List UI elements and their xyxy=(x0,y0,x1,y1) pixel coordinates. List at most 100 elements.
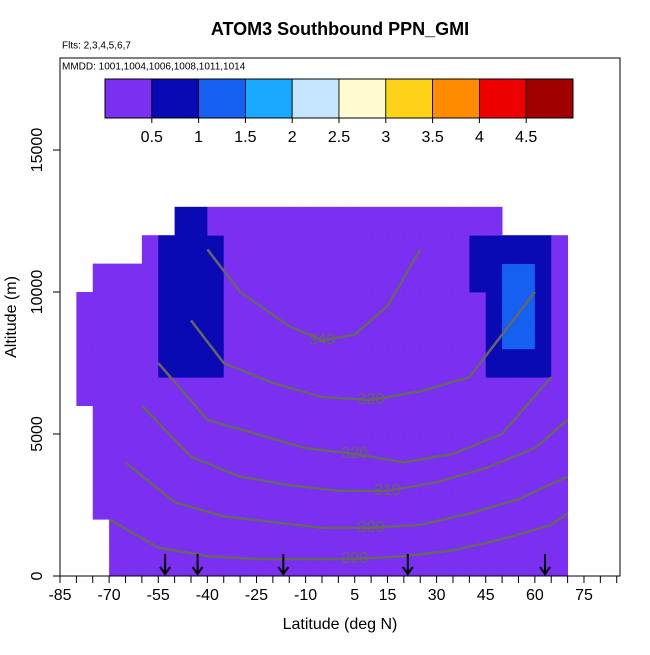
heat-cell xyxy=(321,292,339,321)
heat-cell xyxy=(403,235,421,265)
heat-cell xyxy=(141,490,159,520)
heat-cell xyxy=(125,434,143,463)
heat-cell xyxy=(125,263,143,293)
heat-cell xyxy=(289,405,307,435)
heat-cell xyxy=(354,519,372,549)
heat-cell xyxy=(518,292,536,321)
heat-cell xyxy=(109,490,126,520)
heat-cell xyxy=(240,235,257,265)
contour-line xyxy=(140,404,569,493)
heat-cell xyxy=(109,462,126,492)
heat-cell xyxy=(158,519,176,549)
colorbar-swatch xyxy=(244,78,293,119)
flight-marker xyxy=(191,554,204,576)
heat-cell xyxy=(125,348,143,378)
heat-cell xyxy=(240,377,257,407)
x-tick-label: -70 xyxy=(98,587,121,604)
x-tick-label: 30 xyxy=(428,587,446,604)
heat-cell xyxy=(305,235,323,265)
heat-cell xyxy=(469,206,487,236)
heat-cell xyxy=(305,405,323,435)
heat-cell xyxy=(403,434,421,463)
heat-cell xyxy=(92,263,110,293)
contour-line xyxy=(124,461,569,529)
colorbar-tick-label: 1 xyxy=(194,129,203,146)
heat-cell xyxy=(403,519,421,549)
heat-cell xyxy=(469,263,487,293)
heat-cell xyxy=(354,292,372,321)
heat-cell xyxy=(469,547,487,577)
colorbar-swatch xyxy=(291,78,340,119)
heat-cell xyxy=(141,263,159,293)
heat-cell xyxy=(141,348,159,378)
heat-cell xyxy=(338,235,356,265)
heat-cell xyxy=(289,235,307,265)
heat-cell xyxy=(76,348,94,378)
heat-cell xyxy=(223,490,241,520)
heat-cell xyxy=(452,235,470,265)
heat-cell xyxy=(272,519,290,549)
heat-cell xyxy=(518,434,536,463)
heat-cell xyxy=(158,235,176,265)
heat-cell xyxy=(141,235,159,265)
heat-cell xyxy=(387,519,405,549)
heat-cell xyxy=(190,377,208,407)
heat-cell xyxy=(436,490,454,520)
x-tick-label: 5 xyxy=(350,587,359,604)
heat-cell xyxy=(518,405,536,435)
heat-cell xyxy=(436,263,454,293)
heat-cell xyxy=(338,348,356,378)
heat-cell xyxy=(92,462,110,492)
heat-cell xyxy=(256,519,274,549)
colorbar-swatch xyxy=(104,78,153,119)
heat-cell xyxy=(240,405,257,435)
heat-cell xyxy=(207,263,225,293)
heat-cell xyxy=(469,235,487,265)
heat-cell xyxy=(223,292,241,321)
heat-cell xyxy=(240,490,257,520)
heat-cell xyxy=(76,320,94,350)
heat-cell xyxy=(338,434,356,463)
heat-cell xyxy=(174,263,192,293)
heat-cell xyxy=(420,405,438,435)
heat-cell xyxy=(338,206,356,236)
heat-cell xyxy=(141,320,159,350)
heat-cell xyxy=(158,320,176,350)
heat-cell xyxy=(256,377,274,407)
heat-cell xyxy=(534,462,552,492)
heat-cell xyxy=(518,348,536,378)
heat-cell xyxy=(551,405,569,435)
heat-cell xyxy=(289,263,307,293)
heat-cell xyxy=(321,206,339,236)
heat-cell xyxy=(420,206,438,236)
colorbar: 0.5 1 1.5 2 2.5 3 3.5 4 4.5 xyxy=(104,78,574,146)
heat-cell xyxy=(240,263,257,293)
heat-cell xyxy=(76,377,94,407)
y-axis-label: Altitude (m) xyxy=(3,276,20,358)
heat-cell xyxy=(420,519,438,549)
heat-cell xyxy=(141,292,159,321)
heat-cell xyxy=(321,490,339,520)
heat-cell xyxy=(551,547,569,577)
heat-cell xyxy=(354,547,372,577)
heat-cell xyxy=(240,434,257,463)
heat-cell xyxy=(485,519,503,549)
heat-cell xyxy=(518,263,536,293)
heat-cell xyxy=(321,235,339,265)
heat-cell xyxy=(485,405,503,435)
heat-cell xyxy=(387,292,405,321)
heat-cell xyxy=(272,462,290,492)
heat-cell xyxy=(92,292,110,321)
heat-cell xyxy=(371,405,388,435)
heat-cell xyxy=(158,434,176,463)
heat-cell xyxy=(272,547,290,577)
heat-cell xyxy=(452,519,470,549)
heat-cell xyxy=(223,547,241,577)
heat-cell xyxy=(223,206,241,236)
x-tick-label: 75 xyxy=(575,587,593,604)
heat-cell xyxy=(190,434,208,463)
heat-cell xyxy=(338,405,356,435)
heat-cell xyxy=(551,519,569,549)
heat-cell xyxy=(518,547,536,577)
heat-cell xyxy=(420,263,438,293)
